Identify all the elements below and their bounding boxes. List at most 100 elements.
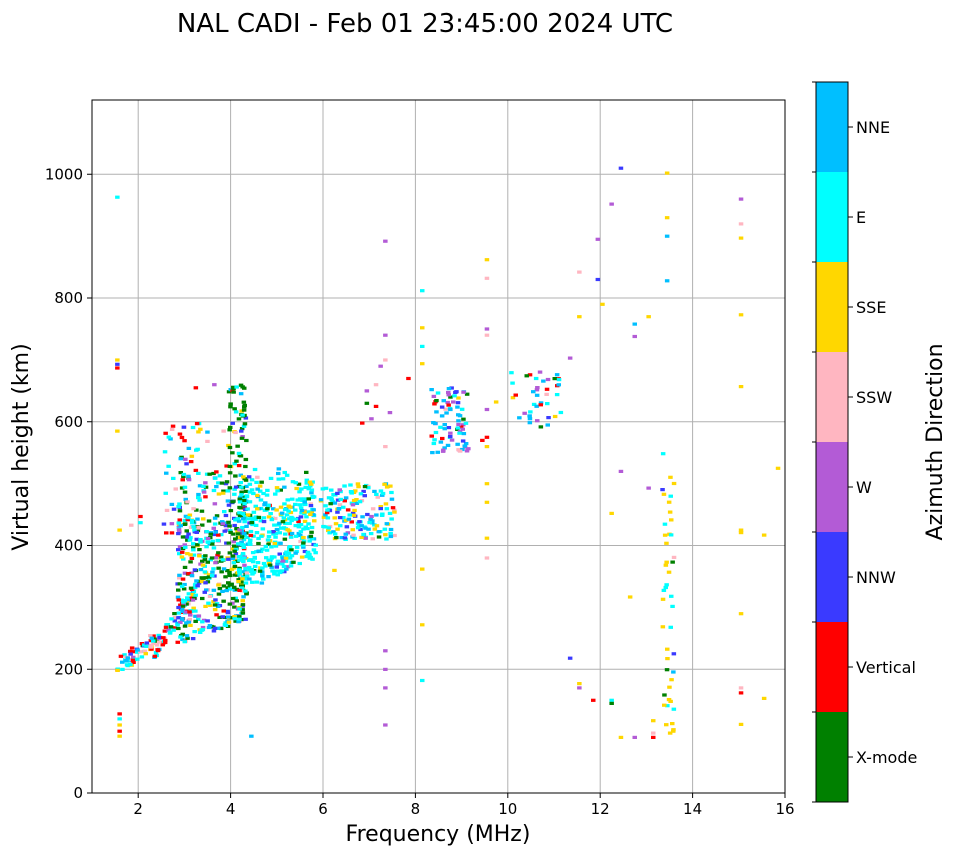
echo-point-X-mode-column: [239, 529, 245, 533]
echo-point-cyan-bulge: [240, 584, 245, 588]
echo-point-mid-cluster: [331, 530, 336, 534]
echo-point-X-mode-column: [227, 486, 233, 490]
echo-point-X-mode-column: [237, 617, 242, 621]
echo-point-right-cluster: [535, 419, 540, 423]
echo-point-F-band-cold: [216, 583, 221, 587]
echo-point-mid-cluster: [350, 528, 355, 532]
echo-point-F-band-cold: [180, 637, 185, 642]
echo-point-low-F-trace: [130, 658, 136, 662]
echo-point-F-band-cold: [182, 624, 188, 628]
echo-point-F-band-cold: [203, 576, 209, 580]
echo-point-F-band-cold: [176, 532, 181, 536]
echo-point-cyan-bulge: [261, 561, 267, 566]
echo-point-cyan-bulge: [254, 480, 259, 484]
echo-point-low-F-trace: [154, 643, 160, 647]
echo-point-cyan-bulge: [311, 495, 317, 499]
echo-point-cyan-bulge: [308, 555, 313, 559]
echo-point-F-band-cold: [175, 640, 180, 644]
echo-point-high-freq-column: [667, 510, 673, 514]
echo-point-mid-cluster: [366, 486, 371, 490]
echo-point-mid-cluster: [359, 535, 364, 539]
echo-point-cyan-bulge: [303, 525, 308, 529]
echo-point-cyan-bulge: [287, 556, 293, 560]
echo-point-low-F-trace: [125, 656, 130, 660]
echo-point-mid-cluster: [345, 508, 351, 512]
colorbar-label: X-mode: [856, 748, 917, 767]
echo-point-right-cluster: [533, 376, 539, 381]
echo-point-F-band-cold: [215, 604, 221, 608]
echo-point-mid-cluster: [370, 507, 376, 511]
echo-point-F-band-cold: [189, 556, 195, 560]
echo-point-cyan-bulge: [235, 517, 240, 521]
echo-point: [609, 511, 614, 515]
echo-point-cyan-bulge: [304, 478, 310, 482]
echo-point: [484, 536, 490, 540]
echo-point-cyan-bulge: [296, 525, 302, 529]
echo-point-mid-cluster: [337, 488, 342, 492]
echo-point-F-band-top: [164, 508, 170, 512]
echo-point-cyan-bulge: [253, 504, 258, 508]
echo-point-cyan-bulge: [280, 559, 286, 563]
echo-point-cyan-bulge: [301, 545, 306, 549]
echo-point-mid-cluster: [337, 503, 343, 507]
echo-point-X-mode-column: [243, 464, 248, 469]
echo-point-cyan-bulge: [293, 502, 298, 506]
echo-point-cyan-bulge: [310, 480, 315, 484]
echo-point-cyan-bulge: [237, 511, 242, 515]
echo-point-X-mode-column: [230, 556, 236, 561]
echo-point-cyan-bulge: [276, 467, 282, 471]
echo-point-right-cluster: [534, 388, 540, 392]
echo-point-mid-cluster: [323, 486, 329, 490]
echo-point-right-cluster: [541, 379, 546, 383]
echo-point-mid-cluster: [332, 501, 338, 505]
echo-point-cyan-bulge: [253, 517, 258, 521]
echo-point-X-mode-column: [241, 400, 247, 404]
echo-point-F-band-cold: [223, 524, 229, 528]
echo-point-F-band-cold: [185, 636, 190, 640]
echo-point-cyan-bulge: [275, 559, 281, 563]
plot-frame: [91, 99, 786, 794]
echo-point-F-band-cold: [182, 582, 187, 587]
echo-point-mid-cluster: [384, 507, 390, 511]
echo-point-F-band-cold: [186, 532, 191, 536]
echo-point-F-band-top: [178, 524, 183, 528]
echo-point-cyan-bulge: [264, 556, 269, 560]
echo-point-mid-cluster: [358, 492, 364, 496]
echo-point: [383, 686, 388, 690]
echo-point-mid-cluster: [380, 493, 385, 497]
echo-point-F-band-cold: [187, 538, 193, 542]
echo-point-F-band-cold: [203, 581, 208, 585]
echo-point-cyan-bulge: [299, 509, 305, 513]
echo-point-F-band-cold: [188, 613, 193, 617]
echo-point-rising-trace: [160, 643, 165, 647]
echo-point-cyan-bulge: [308, 534, 314, 538]
echo-point-F-band-cold: [212, 516, 218, 520]
echo-point-cyan-bulge: [284, 553, 290, 557]
echo-point-cyan-bulge: [296, 482, 302, 486]
echo-point-X-mode-column: [234, 587, 240, 591]
echo-point-mid-cluster: [327, 509, 333, 513]
echo-point: [484, 407, 490, 412]
echo-point-F-band-top: [173, 487, 178, 491]
echo-point-mid-cluster: [384, 522, 390, 526]
echo-point-F-band-top: [189, 521, 195, 525]
echo-point-cyan-bulge: [291, 560, 296, 564]
echo-point: [484, 556, 490, 560]
echo-point-F-band-cold: [212, 502, 218, 506]
echo-point-F-band-cold: [196, 617, 201, 621]
echo-point-X-mode-column: [230, 596, 236, 601]
echo-point-cyan-bulge: [270, 530, 276, 534]
echo-point: [600, 302, 605, 306]
echo-point-mid-cluster: [336, 507, 342, 511]
y-tick-label: 1000: [45, 165, 83, 183]
echo-point-mid-cluster: [392, 533, 397, 538]
echo-point-cyan-bulge: [276, 477, 281, 481]
echo-point-F-band-cold: [207, 573, 212, 577]
echo-point-F-band-cold: [198, 568, 204, 572]
echo-point-mid-cluster: [388, 484, 393, 488]
echo-point-upper-cluster: [448, 395, 453, 399]
echo-point-upper-cluster: [464, 392, 470, 396]
echo-point-cyan-bulge: [258, 498, 264, 502]
echo-point-cyan-bulge: [286, 551, 292, 555]
echo-point-F-band-cold: [195, 584, 200, 588]
